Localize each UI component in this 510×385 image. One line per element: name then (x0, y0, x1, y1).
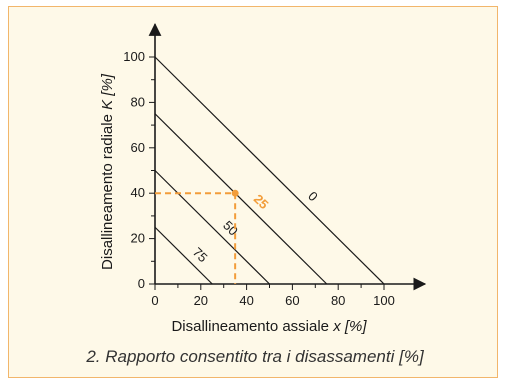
x-tick-label: 20 (194, 293, 208, 308)
x-tick-label: 100 (373, 293, 395, 308)
series-line-50 (154, 170, 270, 285)
series-label-75: 75 (190, 244, 211, 265)
y-tick-label: 80 (131, 94, 145, 109)
y-tick-label: 40 (131, 185, 145, 200)
series-line-25 (154, 113, 328, 285)
y-tick-label: 0 (138, 276, 145, 291)
y-tick-label: 60 (131, 140, 145, 155)
chart-caption: 2. Rapporto consentito tra i disassament… (86, 347, 424, 366)
x-axis-label: Disallineamento assiale x [%] (171, 318, 367, 335)
y-tick-label: 100 (123, 49, 145, 64)
highlight-point (231, 189, 239, 197)
series-label-50: 50 (220, 218, 241, 239)
series-label-25: 25 (251, 191, 272, 212)
y-axis-label: Disallineamento radiale K [%] (99, 73, 116, 270)
x-tick-label: 60 (285, 293, 299, 308)
series-line-75 (154, 226, 213, 285)
series-label-0: 0 (305, 188, 321, 204)
series-line-0 (154, 56, 385, 285)
x-tick-label: 40 (239, 293, 253, 308)
x-tick-label: 80 (331, 293, 345, 308)
y-tick-label: 20 (131, 231, 145, 246)
chart-panel (8, 6, 498, 378)
x-tick-label: 0 (151, 293, 158, 308)
